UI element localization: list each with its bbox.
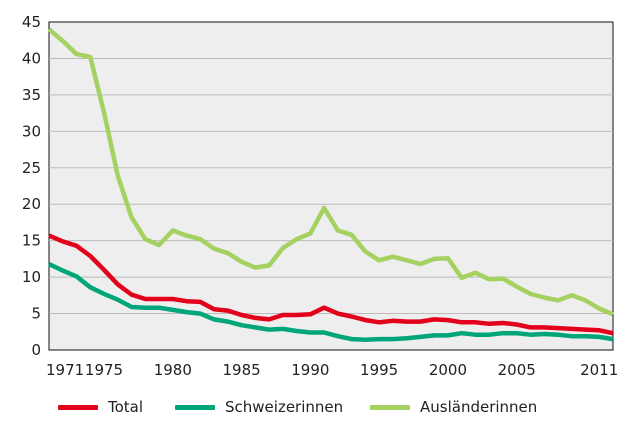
legend-label-auslaenderinnen: Ausländerinnen xyxy=(420,398,538,416)
y-tick-label: 5 xyxy=(31,305,41,323)
legend-item-auslaenderinnen: Ausländerinnen xyxy=(370,392,537,422)
x-tick-label: 2011 xyxy=(580,361,618,379)
series-line-schweizerinnen xyxy=(48,261,614,343)
x-tick-label: 2000 xyxy=(429,361,467,379)
y-tick-label: 0 xyxy=(31,341,41,359)
chart-legend: Total Schweizerinnen Ausländerinnen xyxy=(0,392,640,422)
x-tick-label: 2005 xyxy=(498,361,536,379)
y-tick-label: 10 xyxy=(22,268,41,286)
x-tick-label: 1995 xyxy=(360,361,398,379)
series-line-auslaenderinnen xyxy=(47,27,614,317)
legend-item-total: Total xyxy=(58,392,143,422)
legend-item-schweizerinnen: Schweizerinnen xyxy=(175,392,343,422)
x-tick-label: 1985 xyxy=(222,361,260,379)
x-tick-label: 1990 xyxy=(291,361,329,379)
y-tick-label: 40 xyxy=(22,49,41,67)
plot-area xyxy=(48,21,614,351)
series-line-total xyxy=(48,233,614,336)
y-tick-label: 20 xyxy=(22,195,41,213)
x-tick-label: 1980 xyxy=(154,361,192,379)
y-tick-label: 30 xyxy=(22,122,41,140)
y-tick-label: 25 xyxy=(22,159,41,177)
legend-label-schweizerinnen: Schweizerinnen xyxy=(225,398,344,416)
legend-swatch-schweizerinnen xyxy=(175,404,215,410)
legend-label-total: Total xyxy=(108,398,144,416)
y-tick-label: 45 xyxy=(22,13,41,31)
y-tick-label: 15 xyxy=(22,232,41,250)
x-tick-label: 1971 xyxy=(46,361,84,379)
x-tick-label: 1975 xyxy=(85,361,123,379)
y-tick-label: 35 xyxy=(22,86,41,104)
legend-swatch-total xyxy=(58,404,98,410)
legend-swatch-auslaenderinnen xyxy=(370,404,410,410)
